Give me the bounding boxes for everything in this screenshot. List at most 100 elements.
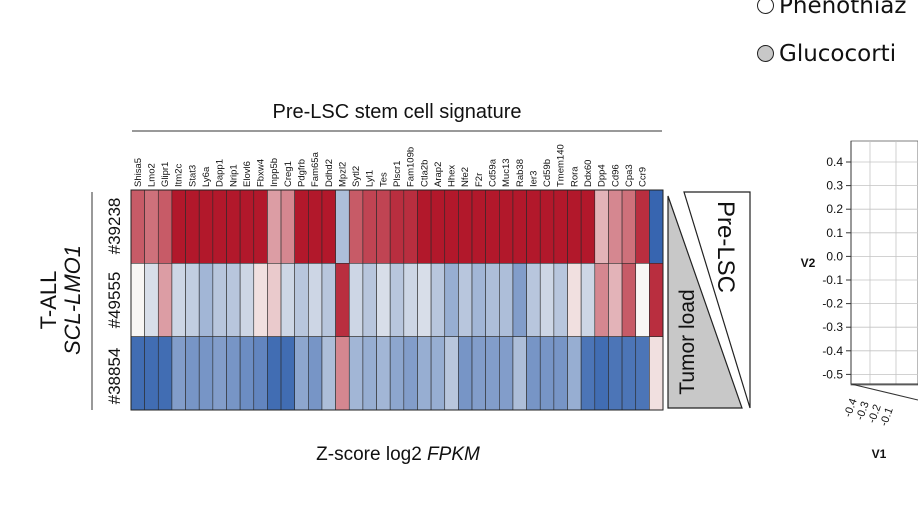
heatmap-cell [130,336,145,411]
group-label-scl-lmo1: SCL-LMO1 [60,245,85,355]
heatmap-cell [649,263,664,337]
row-labels: #39238 #49555 #38854 [105,198,124,405]
pca-back-wall [850,140,918,386]
gene-label: F2r [474,173,485,187]
heatmap-cell [444,336,459,411]
heatmap-cell [649,189,664,264]
heatmap-cell [539,263,555,337]
pca-grid [851,141,918,384]
heatmap-cell [362,336,377,411]
pca-y-tick-label: -0.4 [822,344,843,358]
heatmap-cell [499,189,514,264]
tumor-load-triangle [667,195,743,409]
gene-label: Cd96 [610,164,621,187]
heatmap-cell [267,263,282,337]
heatmap-cell [389,189,405,264]
gene-label: Creg1 [283,161,294,187]
heatmap-cell [157,263,173,337]
heatmap-cell [458,336,473,411]
heatmap-cell [499,263,514,337]
row-label-49555: #49555 [105,272,124,329]
heatmap-cell [226,263,241,337]
heatmap-cell [321,336,336,411]
heatmap-cell [417,263,432,337]
pca-y-label: V2 [801,256,816,270]
pca-y-tick-label: -0.1 [822,273,843,287]
heatmap-cell [376,189,391,264]
gene-label: Nfe2 [460,167,471,187]
heatmap-cell [485,189,500,264]
heatmap-cell [308,263,323,337]
heatmap-cell [499,336,514,411]
gene-label: Sytl2 [351,166,362,187]
gene-label: Lmo2 [146,163,157,187]
gene-label: Mpzl2 [337,162,348,187]
heatmap-cell [376,263,391,337]
pca-x-ticks: -0.4-0.3-0.2-0.1 [842,397,896,428]
legend-label: Glucocorti [779,41,897,67]
pre-lsc-label: Pre-LSC [712,201,739,293]
heatmap-cell [417,336,432,411]
pca-x-label: V1 [872,447,887,461]
heatmap-cell [621,189,637,264]
heatmap-cell [444,263,459,337]
pca-3d-panel: 0.4 0.3 0.2 0.1 0.0 -0.1 -0.2 -0.3 -0.4 -0.5 -0.4… [801,140,918,461]
heatmap-cell [171,336,186,411]
heatmap-caption: Z-score log2 FPKM [316,444,480,465]
heatmap-cell [130,263,145,337]
heatmap-cell [485,336,500,411]
heatmap-cell [430,263,446,337]
heatmap-cell [335,189,350,264]
gene-label: Ly6a [201,166,212,187]
gene-label: Hhex [447,165,458,187]
heatmap-cell [594,263,609,337]
pca-y-tick-label: 0.3 [826,179,843,193]
gene-label: Glipr1 [160,162,171,187]
legend-circle-icon [757,0,774,14]
heatmap-cell [594,336,609,411]
gene-label: Plscr1 [392,161,403,187]
heatmap-cell [594,189,609,264]
pca-y-tick-label: -0.3 [822,320,843,334]
heatmap-cell [635,336,650,411]
heatmap-cell [553,336,568,411]
gene-label: Dpp4 [597,164,608,187]
heatmap-cell [280,336,295,411]
heatmap-cell [362,189,377,264]
heatmap-cell [321,263,336,337]
pca-x-axis [850,383,918,401]
heatmap-cell [348,336,364,411]
heatmap-cell [171,189,186,264]
pca-y-tick-label: 0.0 [826,249,843,263]
heatmap-cell [608,189,623,264]
heatmap-cell [198,336,214,411]
pca-y-ticks: 0.4 0.3 0.2 0.1 0.0 -0.1 -0.2 -0.3 -0.4 -0.5 [822,155,851,381]
gene-label: Ddhd2 [324,159,335,187]
gene-label: Stat3 [187,165,198,187]
heatmap-cell [362,263,377,337]
heatmap-cell [157,189,173,264]
heatmap-cell [239,189,255,264]
heatmap-cell [471,336,486,411]
heatmap-cell [253,189,268,264]
heatmap-cell [280,263,295,337]
heatmap-cell [526,263,541,337]
heatmap-cell [335,263,350,337]
heatmap-cell [512,263,527,337]
heatmap-cell [608,263,623,337]
heatmap-cell [621,336,637,411]
legend-circle-icon [757,45,774,62]
heatmap-cell [580,263,596,337]
caption-main: Z-score log2 [316,444,427,465]
heatmap-cell [635,189,650,264]
heatmap-cell [226,189,241,264]
heatmap-cell [308,336,323,411]
legend-glucocorticoid: Glucocorti [757,41,896,67]
heatmap-cell [267,189,282,264]
gene-label: Rab38 [515,159,526,187]
heatmap-cell [144,263,159,337]
heatmap-cell [430,189,446,264]
heatmap-border [130,189,664,411]
gene-label: Ccr9 [638,167,649,187]
